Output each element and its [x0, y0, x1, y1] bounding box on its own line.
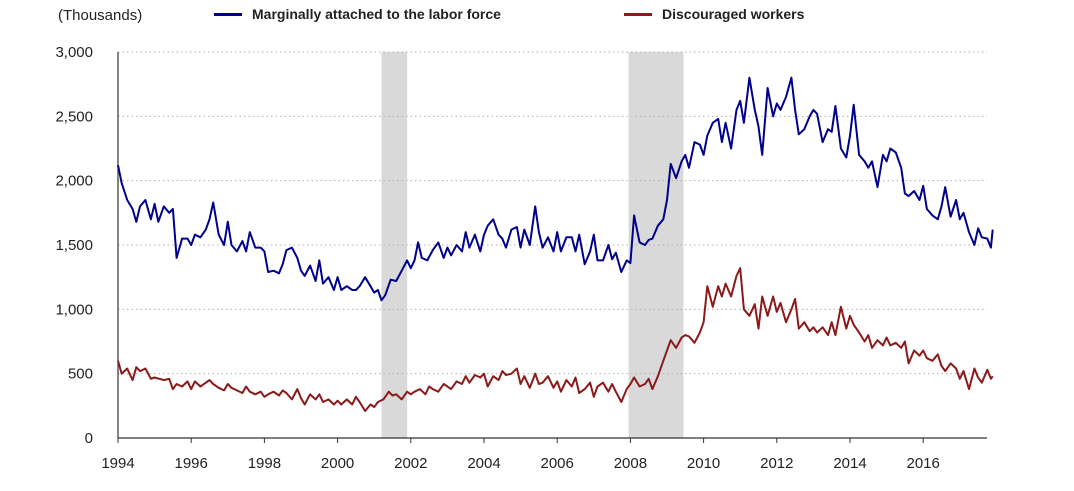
- series-line-marginally-attached: [117, 76, 994, 302]
- legend-label-marginally-attached: Marginally attached to the labor force: [252, 6, 501, 22]
- y-tick-label: 3,000: [55, 44, 93, 61]
- grid-lines: [118, 51, 987, 375]
- x-tick-label: 2012: [760, 455, 793, 472]
- y-tick-label: 1,000: [55, 301, 93, 318]
- y-tick-label: 2,000: [55, 173, 93, 190]
- axes: [117, 52, 987, 443]
- y-unit-label: (Thousands): [58, 7, 143, 24]
- x-tick-label: 1994: [101, 455, 134, 472]
- series-lines: [117, 76, 994, 412]
- x-tick-label: 1996: [175, 455, 208, 472]
- x-tick-label: 2016: [907, 455, 940, 472]
- recession-band-0: [381, 52, 408, 438]
- y-tick-label: 0: [85, 430, 93, 447]
- series-line-discouraged-workers: [117, 267, 994, 412]
- x-tick-label: 2010: [687, 455, 720, 472]
- x-tick-label: 2004: [467, 455, 500, 472]
- x-tick-label: 2014: [833, 455, 866, 472]
- x-tick-label: 2002: [394, 455, 427, 472]
- y-tick-label: 1,500: [55, 237, 93, 254]
- recession-band-1: [628, 52, 684, 438]
- tick-labels: 0 500 1,000 1,500 2,000 2,500 3,000 1994 1996 199…: [55, 44, 939, 472]
- x-tick-label: 2008: [614, 455, 647, 472]
- y-tick-label: 2,500: [55, 108, 93, 125]
- legend-swatch-discouraged-workers: [624, 12, 652, 16]
- x-tick-label: 2006: [541, 455, 574, 472]
- x-tick-label: 1998: [248, 455, 281, 472]
- legend-item-marginally-attached: Marginally attached to the labor force: [214, 6, 501, 22]
- legend-swatch-marginally-attached: [214, 12, 242, 16]
- y-tick-label: 500: [68, 366, 93, 383]
- legend-label-discouraged-workers: Discouraged workers: [662, 6, 805, 22]
- x-tick-label: 2000: [321, 455, 354, 472]
- legend-item-discouraged-workers: Discouraged workers: [624, 6, 804, 22]
